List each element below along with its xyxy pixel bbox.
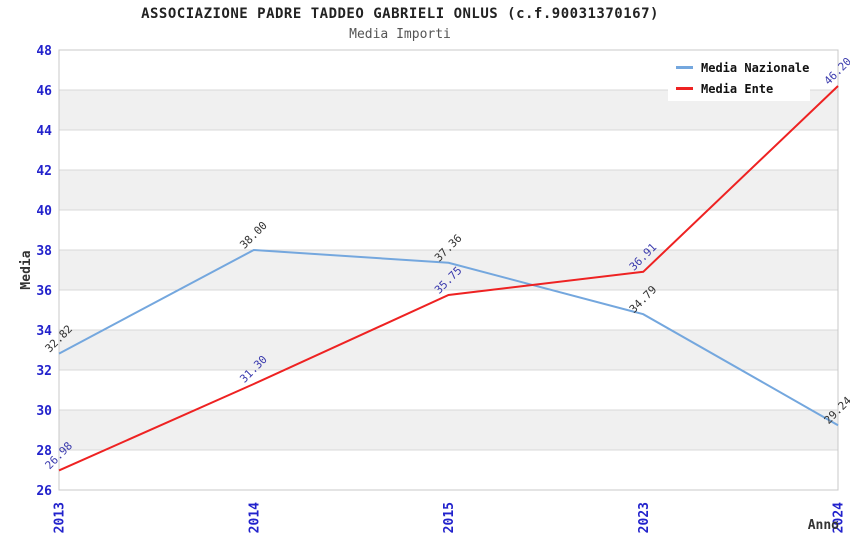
y-tick-label: 46 bbox=[36, 84, 52, 99]
x-tick-label: 2013 bbox=[53, 502, 68, 533]
series-line bbox=[58, 248, 839, 427]
grid-band bbox=[59, 250, 838, 290]
data-point-label: 46.20 bbox=[822, 55, 850, 88]
x-tick-label: 2024 bbox=[832, 502, 847, 533]
y-axis-title: Media bbox=[19, 250, 34, 289]
y-tick-label: 32 bbox=[36, 364, 52, 379]
y-tick-label: 30 bbox=[36, 404, 52, 419]
series-line bbox=[58, 85, 839, 472]
media-nazionale-line-swatch-icon bbox=[676, 66, 693, 69]
y-tick-label: 34 bbox=[36, 324, 52, 339]
grid-band bbox=[59, 170, 838, 210]
legend-item-media-nazionale: Media Nazionale bbox=[676, 61, 810, 75]
y-tick-label: 48 bbox=[36, 44, 52, 59]
media-ente-line-swatch-icon bbox=[676, 87, 693, 90]
y-tick-label: 42 bbox=[36, 164, 52, 179]
y-tick-label: 26 bbox=[36, 484, 52, 499]
grid-band bbox=[59, 330, 838, 370]
y-tick-label: 36 bbox=[36, 284, 52, 299]
data-point-label: 38.00 bbox=[237, 219, 270, 252]
x-tick-label: 2014 bbox=[247, 502, 262, 533]
y-tick-label: 28 bbox=[36, 444, 52, 459]
y-tick-label: 38 bbox=[36, 244, 52, 259]
legend-label: Media Nazionale bbox=[701, 60, 810, 75]
plot-border bbox=[58, 49, 839, 491]
x-axis-title: Anno bbox=[808, 518, 839, 533]
x-tick-label: 2023 bbox=[637, 502, 652, 533]
y-tick-label: 40 bbox=[36, 204, 52, 219]
legend: Media Nazionale Media Ente bbox=[668, 55, 810, 101]
chart-title: ASSOCIAZIONE PADRE TADDEO GABRIELI ONLUS… bbox=[141, 6, 659, 22]
y-tick-label: 44 bbox=[36, 124, 52, 139]
chart-subtitle: Media Importi bbox=[349, 27, 451, 42]
grid-band bbox=[59, 410, 838, 450]
x-tick-label: 2015 bbox=[442, 502, 457, 533]
legend-label: Media Ente bbox=[701, 81, 774, 96]
legend-item-media-ente: Media Ente bbox=[676, 82, 810, 96]
